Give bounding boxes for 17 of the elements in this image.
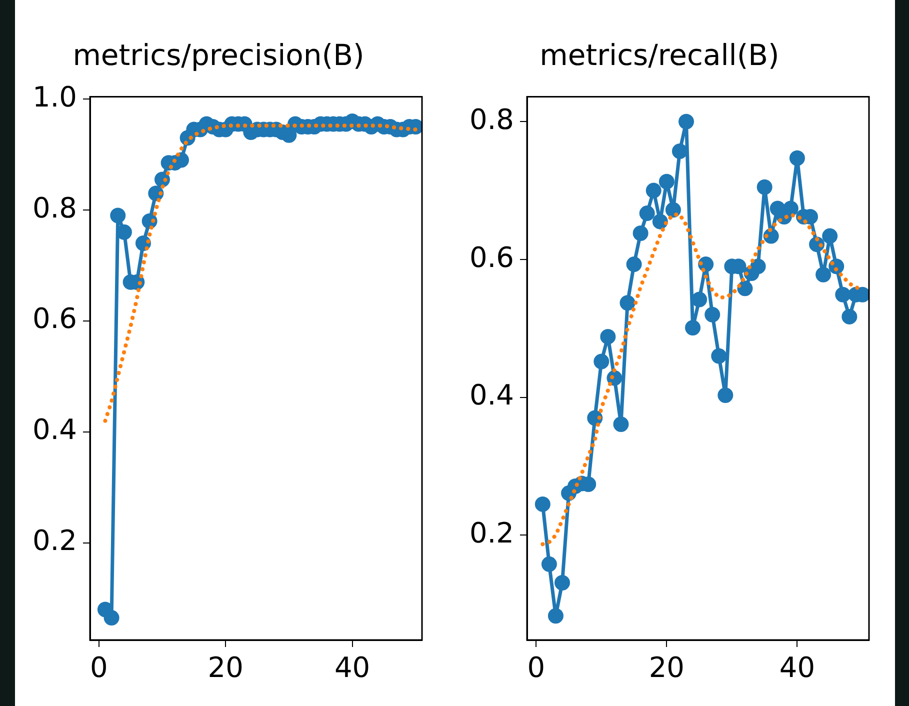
y-tick-label: 0.6	[32, 302, 77, 336]
y-tick-label: 0.4	[469, 378, 514, 412]
y-tick-label: 0.8	[469, 102, 514, 136]
y-tick-label: 0.8	[32, 191, 77, 224]
x-tick-label: 20	[208, 651, 244, 684]
y-tick-label: 0.6	[469, 240, 514, 274]
x-tick-label: 0	[90, 651, 108, 684]
y-tick-label: 0.2	[32, 524, 77, 558]
chart-title: metrics/precision(B)	[72, 38, 364, 72]
x-tick-label: 40	[334, 651, 370, 684]
x-tick-label: 40	[779, 651, 816, 684]
y-tick-label: 0.4	[32, 413, 77, 446]
y-tick-label: 0.2	[469, 516, 514, 550]
x-tick-label: 20	[648, 651, 684, 684]
x-tick-label: 0	[527, 651, 546, 684]
y-tick-label: 1.0	[32, 80, 77, 114]
chart-title: metrics/recall(B)	[540, 38, 780, 72]
